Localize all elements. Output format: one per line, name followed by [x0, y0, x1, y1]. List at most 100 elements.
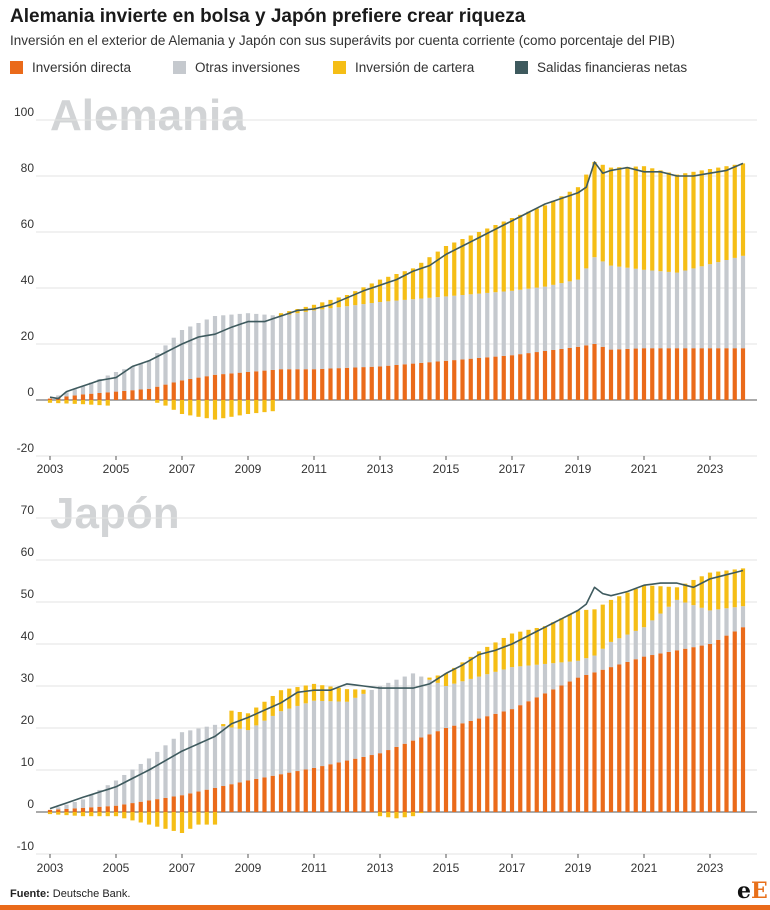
alemania-bar-cartera: [278, 313, 284, 316]
alemania-ytick-label: 60: [21, 217, 35, 231]
alemania-bar-otras: [691, 268, 696, 349]
japon-bar-otras: [452, 683, 457, 726]
alemania-bar-cartera: [80, 400, 86, 405]
japon-bar-otras: [666, 606, 671, 652]
alemania-bar-directa: [716, 348, 721, 400]
alemania-bar-directa: [155, 386, 160, 400]
japon-bar-otras: [476, 676, 482, 719]
alemania-bar-directa: [617, 349, 622, 400]
alemania-bar-cartera: [567, 191, 572, 282]
japon-bar-cartera: [386, 812, 391, 818]
alemania-bar-otras: [171, 337, 176, 383]
alemania-bar-directa: [369, 366, 374, 400]
legend-swatch-cartera: [333, 61, 346, 74]
japon-bar-otras: [707, 610, 713, 644]
alemania-bar-otras: [468, 294, 473, 359]
japon-bar-cartera: [584, 609, 589, 659]
japon-bar-otras: [641, 627, 647, 657]
alemania-bar-directa: [476, 358, 482, 400]
japon-bar-cartera: [592, 609, 597, 656]
legend-swatch-directa: [10, 61, 23, 74]
japon-bar-cartera: [691, 579, 696, 606]
alemania-bar-cartera: [608, 167, 614, 266]
japon-bar-directa: [377, 753, 383, 812]
alemania-bar-otras: [633, 268, 638, 349]
alemania-bar-directa: [122, 390, 127, 400]
japon-bar-directa: [80, 807, 86, 812]
japon-bar-otras: [617, 638, 622, 665]
japon-bar-directa: [245, 780, 251, 812]
japon-xtick-label: 2005: [103, 861, 130, 875]
japon-bar-cartera: [361, 689, 366, 694]
alemania-bar-directa: [699, 348, 704, 400]
alemania-bar-directa: [89, 393, 94, 400]
alemania-bar-directa: [509, 355, 515, 400]
alemania-bar-otras: [683, 270, 688, 349]
japon-bar-directa: [196, 791, 201, 812]
alemania-bar-directa: [526, 353, 531, 400]
japon-bar-cartera: [287, 688, 292, 709]
alemania-bar-cartera: [427, 257, 432, 298]
alemania-bar-directa: [245, 372, 251, 400]
japon-bar-directa: [724, 635, 729, 812]
alemania-panel-title: Alemania: [50, 91, 246, 140]
japon-bar-otras: [575, 660, 581, 678]
japon-bar-directa: [138, 801, 143, 812]
alemania-bar-otras: [600, 261, 605, 347]
alemania-bar-cartera: [443, 246, 449, 297]
japon-bar-cartera: [155, 812, 160, 827]
alemania-bar-cartera: [196, 400, 201, 417]
alemania-bar-directa: [113, 391, 119, 400]
alemania-bar-otras: [155, 353, 160, 387]
japon-bar-directa: [658, 653, 663, 812]
alemania-bar-directa: [146, 388, 152, 400]
alemania-bar-cartera: [237, 400, 242, 416]
bottom-accent-bar: [0, 905, 770, 910]
alemania-bar-directa: [691, 348, 696, 400]
alemania-bar-otras: [410, 299, 416, 364]
japon-bar-otras: [542, 663, 548, 694]
alemania-bar-cartera: [707, 169, 713, 265]
japon-bar-cartera: [146, 812, 152, 825]
japon-bar-cartera: [707, 572, 713, 611]
alemania-bar-cartera: [600, 164, 605, 262]
alemania-bar-otras: [56, 395, 61, 398]
japon-bar-cartera: [518, 631, 523, 667]
alemania-bar-otras: [501, 291, 506, 356]
alemania-bar-otras: [394, 300, 399, 365]
alemania-bar-otras: [229, 314, 234, 374]
japon-bar-cartera: [600, 604, 605, 649]
alemania-bar-otras: [443, 296, 449, 361]
alemania-bar-otras: [262, 314, 267, 371]
japon-bar-directa: [237, 782, 242, 812]
alemania-bar-cartera: [64, 400, 69, 404]
japon-bar-directa: [361, 756, 366, 813]
japon-bar-cartera: [509, 633, 515, 668]
japon-bar-directa: [452, 725, 457, 812]
japon-bar-cartera: [122, 812, 127, 819]
japon-bar-otras: [320, 700, 325, 767]
japon-ytick-label: 10: [21, 755, 35, 769]
alemania-bar-cartera: [476, 232, 482, 294]
japon-bar-directa: [567, 681, 572, 812]
japon-bar-otras: [212, 724, 218, 788]
japon-bar-cartera: [89, 812, 94, 817]
japon-bar-directa: [584, 674, 589, 812]
japon-bar-cartera: [344, 689, 350, 702]
alemania-bar-otras: [353, 305, 358, 368]
japon-bar-cartera: [699, 576, 704, 608]
alemania-bar-directa: [105, 392, 110, 400]
japon-bar-otras: [534, 664, 539, 698]
legend-item-cartera: Inversión de cartera: [333, 60, 515, 75]
japon-bar-directa: [386, 750, 391, 812]
japon-bar-directa: [427, 734, 432, 812]
japon-bar-cartera: [683, 583, 688, 603]
alemania-bar-cartera: [369, 283, 374, 304]
japon-bar-cartera: [179, 812, 185, 833]
alemania-bar-otras: [699, 266, 704, 349]
alemania-bar-otras: [97, 379, 102, 393]
alemania-bar-directa: [353, 367, 358, 400]
japon-bar-otras: [188, 730, 193, 794]
japon-bar-cartera: [212, 812, 218, 825]
alemania-bar-cartera: [72, 400, 77, 404]
